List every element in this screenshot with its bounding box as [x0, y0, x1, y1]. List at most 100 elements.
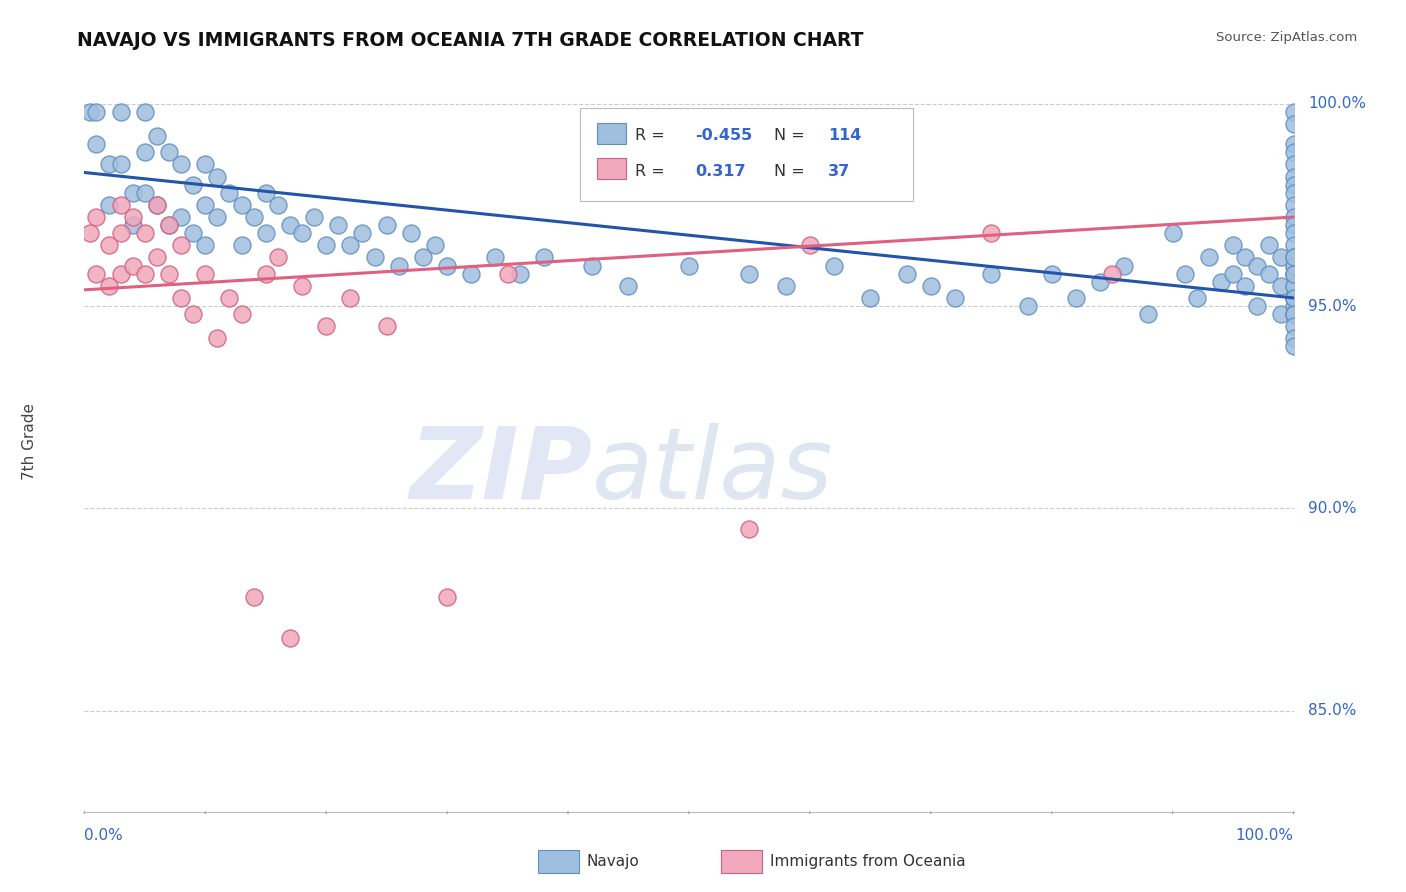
Point [1282, 104, 1305, 119]
Point [533, 251, 555, 265]
Point [1222, 267, 1244, 281]
Point [134, 186, 156, 200]
Text: R =: R = [634, 128, 669, 144]
Point [207, 169, 229, 184]
Point [859, 291, 882, 305]
Point [170, 210, 193, 224]
Point [194, 267, 217, 281]
Point [231, 238, 253, 252]
Point [291, 278, 314, 293]
Point [1282, 178, 1305, 192]
Point [1282, 267, 1305, 281]
Point [1282, 291, 1305, 305]
Point [134, 145, 156, 160]
Point [146, 198, 169, 212]
Text: atlas: atlas [592, 423, 834, 520]
Point [1114, 259, 1136, 273]
Point [1209, 275, 1232, 289]
Text: 95.0%: 95.0% [1308, 299, 1357, 313]
Point [738, 522, 761, 536]
Point [110, 157, 132, 171]
Point [496, 267, 519, 281]
Point [79, 226, 101, 240]
Point [194, 198, 217, 212]
Point [1282, 210, 1305, 224]
Point [1282, 186, 1305, 200]
Point [1282, 319, 1305, 334]
Text: 100.0%: 100.0% [1236, 828, 1294, 843]
Text: ZIP: ZIP [409, 423, 592, 520]
Point [181, 307, 204, 321]
Point [110, 267, 132, 281]
Point [207, 331, 229, 345]
Point [1282, 145, 1305, 160]
FancyBboxPatch shape [581, 109, 912, 201]
Point [121, 259, 143, 273]
Point [896, 267, 918, 281]
Point [86, 104, 108, 119]
Point [484, 251, 506, 265]
Text: 0.317: 0.317 [695, 164, 745, 178]
Point [1198, 251, 1220, 265]
Point [1282, 259, 1305, 273]
Point [146, 251, 169, 265]
Point [1282, 218, 1305, 232]
Point [399, 226, 422, 240]
Point [110, 226, 132, 240]
Point [617, 278, 640, 293]
Point [1282, 299, 1305, 313]
Point [170, 157, 193, 171]
Point [1270, 307, 1292, 321]
Point [86, 137, 108, 152]
Point [97, 157, 120, 171]
Point [1282, 291, 1305, 305]
Point [218, 291, 240, 305]
Point [1258, 238, 1281, 252]
Point [1282, 267, 1305, 281]
Point [1246, 299, 1268, 313]
Text: Navajo: Navajo [586, 855, 640, 869]
Point [267, 198, 290, 212]
Point [86, 267, 108, 281]
Point [170, 238, 193, 252]
Point [1270, 251, 1292, 265]
Text: NAVAJO VS IMMIGRANTS FROM OCEANIA 7TH GRADE CORRELATION CHART: NAVAJO VS IMMIGRANTS FROM OCEANIA 7TH GR… [77, 31, 863, 50]
Point [1282, 267, 1305, 281]
Point [146, 129, 169, 144]
Text: R =: R = [634, 164, 669, 178]
Point [920, 278, 942, 293]
Point [134, 267, 156, 281]
Point [375, 319, 398, 334]
Point [1234, 251, 1257, 265]
Point [775, 278, 797, 293]
Point [278, 218, 301, 232]
Text: N =: N = [773, 164, 810, 178]
Point [218, 186, 240, 200]
Point [1282, 157, 1305, 171]
Point [194, 157, 217, 171]
Point [375, 218, 398, 232]
Text: 7th Grade: 7th Grade [22, 403, 38, 480]
Text: 100.0%: 100.0% [1308, 96, 1367, 112]
Text: Source: ZipAtlas.com: Source: ZipAtlas.com [1216, 31, 1357, 45]
Point [79, 104, 101, 119]
Point [315, 319, 337, 334]
Point [1270, 278, 1292, 293]
Point [181, 226, 204, 240]
Point [1282, 251, 1305, 265]
Point [1282, 307, 1305, 321]
Point [1137, 307, 1160, 321]
Point [1282, 339, 1305, 353]
Point [1101, 267, 1123, 281]
Point [1064, 291, 1087, 305]
Point [170, 291, 193, 305]
Point [86, 210, 108, 224]
Point [231, 198, 253, 212]
Point [97, 198, 120, 212]
Point [1161, 226, 1184, 240]
Point [1282, 169, 1305, 184]
Point [799, 238, 821, 252]
Point [121, 186, 143, 200]
Point [423, 238, 446, 252]
Point [315, 238, 337, 252]
